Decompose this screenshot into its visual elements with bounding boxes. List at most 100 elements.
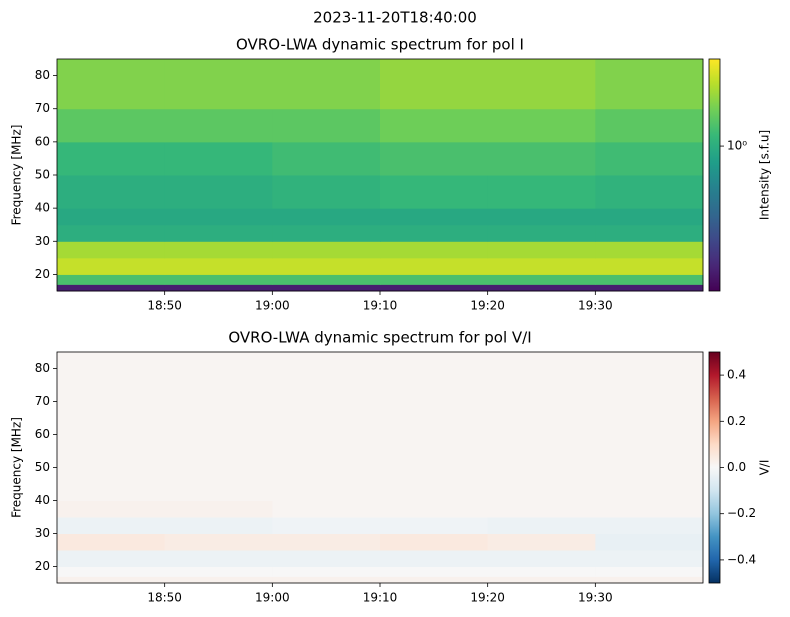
heatmap-cell [272,175,381,209]
colorbar-tick-label: 0.2 [727,414,746,428]
heatmap-cell [487,434,596,468]
heatmap-cell [57,576,166,584]
heatmap-cell [164,257,273,275]
colorbar-tick-label: −0.4 [727,552,756,566]
heatmap-cell [164,208,273,226]
heatmap-cell [57,352,166,402]
heatmap-cell [487,566,596,577]
heatmap-cell [272,224,381,242]
x-tick-label: 19:30 [578,299,613,313]
heatmap-cell [487,224,596,242]
colorbar-tick-label: 10⁰ [727,139,747,153]
heatmap-cell [272,241,381,259]
heatmap-cell [380,59,489,110]
heatmap-cell [487,467,596,501]
heatmap-cell [487,550,596,567]
heatmap-cell [487,257,596,275]
heatmap-cell [272,566,381,577]
heatmap-cell [380,141,489,176]
heatmap-cell [487,274,596,285]
heatmap-cell [380,352,489,402]
heatmap-cell [595,517,704,534]
heatmap-cell [272,517,381,534]
heatmap-cell [380,550,489,567]
heatmap-cell [164,224,273,242]
heatmap-cell [272,274,381,285]
y-tick-label: 40 [35,201,50,215]
x-tick-label: 19:10 [363,591,398,605]
y-tick-label: 30 [35,526,50,540]
colorbar-tick-label: −0.2 [727,506,756,520]
heatmap-cell [272,434,381,468]
heatmap-cell [380,434,489,468]
y-axis-label: Frequency [MHz] [10,125,24,226]
heatmap-cell [164,467,273,501]
y-tick-label: 60 [35,427,50,441]
heatmap-cell [57,224,166,242]
figure-title: 2023-11-20T18:40:00 [313,9,477,27]
y-axis-label: Frequency [MHz] [10,417,24,518]
heatmap-cell [164,352,273,402]
colorbar [708,58,721,292]
heatmap-cell [595,108,704,143]
y-tick-label: 30 [35,234,50,248]
heatmap-cell [595,533,704,551]
heatmap-cell [272,352,381,402]
heatmap-cell [272,401,381,435]
heatmap-cell [57,257,166,275]
heatmap-cell [164,566,273,577]
heatmap-cell [272,257,381,275]
heatmap-cell [164,59,273,110]
y-tick-label: 50 [35,168,50,182]
y-tick-label: 20 [35,559,50,573]
heatmap-cell [595,257,704,275]
heatmap-cell [164,141,273,176]
heatmap-cell [487,241,596,259]
x-tick-label: 18:50 [147,299,182,313]
heatmap-cell [595,500,704,518]
heatmap-cell [57,533,166,551]
heatmap-cell [380,566,489,577]
panel-title: OVRO-LWA dynamic spectrum for pol V/I [228,329,531,347]
heatmap-cell [57,208,166,226]
heatmap-cell [164,401,273,435]
heatmap-cell [595,467,704,501]
heatmap-cell [164,533,273,551]
heatmap-cell [164,550,273,567]
heatmap-cell [164,576,273,584]
heatmap-cell [164,108,273,143]
heatmap-cell [595,241,704,259]
heatmap-cell [595,566,704,577]
heatmap-cell [380,274,489,285]
heatmap-cell [57,284,166,292]
heatmap-cell [487,208,596,226]
heatmap-cell [57,401,166,435]
heatmap-cell [57,274,166,285]
heatmap-cell [272,467,381,501]
heatmap-cell [57,550,166,567]
heatmap-cell [380,257,489,275]
colorbar-tick-label: 0.0 [727,460,746,474]
heatmap-cell [487,533,596,551]
heatmap-cell [57,175,166,209]
heatmap-cell [164,274,273,285]
x-tick-label: 19:20 [470,591,505,605]
heatmap-cell [595,141,704,176]
heatmap-cell [57,434,166,468]
y-tick-label: 50 [35,460,50,474]
heatmap-cell [57,566,166,577]
heatmap-cell [380,208,489,226]
heatmap-cell [487,59,596,110]
heatmap-cell [164,434,273,468]
heatmap-cell [595,352,704,402]
y-tick-label: 80 [35,68,50,82]
heatmap-cell [380,576,489,584]
heatmap-cell [272,141,381,176]
heatmap-cell [380,500,489,518]
x-tick-label: 19:30 [578,591,613,605]
x-tick-label: 19:10 [363,299,398,313]
heatmap-cell [380,401,489,435]
x-tick-label: 19:20 [470,299,505,313]
heatmap-cell [380,467,489,501]
